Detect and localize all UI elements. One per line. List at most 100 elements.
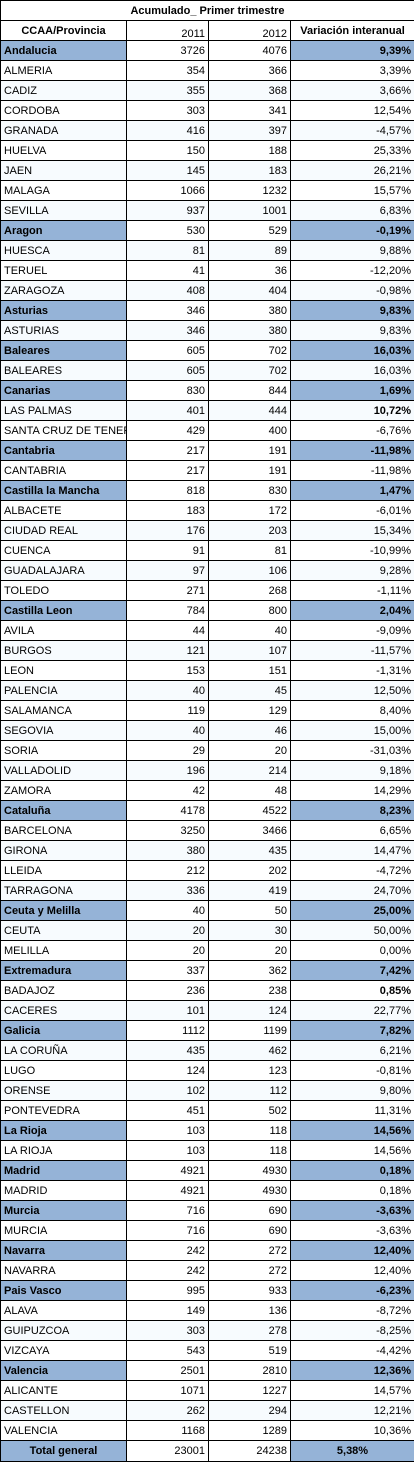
region-value-2012: 1199: [209, 1021, 291, 1041]
province-value-2012: 214: [209, 761, 291, 781]
province-value-2012: 203: [209, 521, 291, 541]
region-variation: -0,19%: [291, 221, 414, 241]
province-name: MURCIA: [1, 1221, 127, 1241]
province-value-2011: 29: [127, 741, 209, 761]
province-value-2012: 380: [209, 321, 291, 341]
province-variation: 12,21%: [291, 1401, 414, 1421]
province-name: BALEARES: [1, 361, 127, 381]
region-value-2012: 4522: [209, 801, 291, 821]
province-name: HUELVA: [1, 141, 127, 161]
region-variation: 12,36%: [291, 1361, 414, 1381]
title-row: Acumulado_ Primer trimestre: [1, 1, 414, 21]
province-variation: 15,57%: [291, 181, 414, 201]
province-value-2011: 429: [127, 421, 209, 441]
province-value-2012: 81: [209, 541, 291, 561]
province-variation: 14,56%: [291, 1141, 414, 1161]
province-variation: 14,29%: [291, 781, 414, 801]
province-value-2011: 346: [127, 321, 209, 341]
province-name: BARCELONA: [1, 821, 127, 841]
province-value-2012: 46: [209, 721, 291, 741]
province-value-2011: 408: [127, 281, 209, 301]
province-value-2011: 121: [127, 641, 209, 661]
province-name: SEVILLA: [1, 201, 127, 221]
province-variation: 15,34%: [291, 521, 414, 541]
province-variation: 9,18%: [291, 761, 414, 781]
province-value-2012: 278: [209, 1321, 291, 1341]
region-variation: -3,63%: [291, 1201, 414, 1221]
region-value-2012: 690: [209, 1201, 291, 1221]
province-name: NAVARRA: [1, 1261, 127, 1281]
province-variation: -0,81%: [291, 1061, 414, 1081]
province-variation: -10,99%: [291, 541, 414, 561]
province-value-2012: 183: [209, 161, 291, 181]
header-row: CCAA/Provincia 2011 2012 Variación inter…: [1, 21, 414, 41]
province-name: CIUDAD REAL: [1, 521, 127, 541]
province-value-2012: 202: [209, 861, 291, 881]
province-value-2011: 605: [127, 361, 209, 381]
header-2011: 2011: [127, 21, 209, 41]
region-variation: 25,00%: [291, 901, 414, 921]
province-name: JAEN: [1, 161, 127, 181]
province-value-2012: 40: [209, 621, 291, 641]
region-name: Canarias: [1, 381, 127, 401]
province-value-2011: 176: [127, 521, 209, 541]
region-value-2012: 800: [209, 601, 291, 621]
province-name: SANTA CRUZ DE TENER: [1, 421, 127, 441]
region-value-2011: 995: [127, 1281, 209, 1301]
province-variation: -31,03%: [291, 741, 414, 761]
province-name: TERUEL: [1, 261, 127, 281]
region-name: Valencia: [1, 1361, 127, 1381]
total-label: Total general: [1, 1441, 127, 1462]
province-variation: 6,21%: [291, 1041, 414, 1061]
province-value-2012: 1227: [209, 1381, 291, 1401]
region-value-2012: 702: [209, 341, 291, 361]
province-name: CANTABRIA: [1, 461, 127, 481]
province-value-2012: 20: [209, 741, 291, 761]
province-name: BADAJOZ: [1, 981, 127, 1001]
province-name: LUGO: [1, 1061, 127, 1081]
region-variation: 14,56%: [291, 1121, 414, 1141]
province-name: HUESCA: [1, 241, 127, 261]
region-name: Asturias: [1, 301, 127, 321]
province-variation: 15,00%: [291, 721, 414, 741]
region-variation: 8,23%: [291, 801, 414, 821]
province-variation: 9,83%: [291, 321, 414, 341]
region-value-2011: 3726: [127, 41, 209, 61]
province-value-2012: 519: [209, 1341, 291, 1361]
province-value-2011: 212: [127, 861, 209, 881]
province-value-2011: 150: [127, 141, 209, 161]
province-name: ASTURIAS: [1, 321, 127, 341]
province-name: CASTELLON: [1, 1401, 127, 1421]
region-value-2011: 605: [127, 341, 209, 361]
region-value-2012: 4076: [209, 41, 291, 61]
province-name: VALLADOLID: [1, 761, 127, 781]
province-value-2012: 123: [209, 1061, 291, 1081]
province-value-2012: 404: [209, 281, 291, 301]
province-value-2012: 444: [209, 401, 291, 421]
province-value-2011: 4921: [127, 1181, 209, 1201]
province-value-2011: 20: [127, 921, 209, 941]
province-value-2011: 271: [127, 581, 209, 601]
province-name: LA CORUÑA: [1, 1041, 127, 1061]
region-value-2011: 4921: [127, 1161, 209, 1181]
province-name: ALAVA: [1, 1301, 127, 1321]
province-variation: -11,57%: [291, 641, 414, 661]
